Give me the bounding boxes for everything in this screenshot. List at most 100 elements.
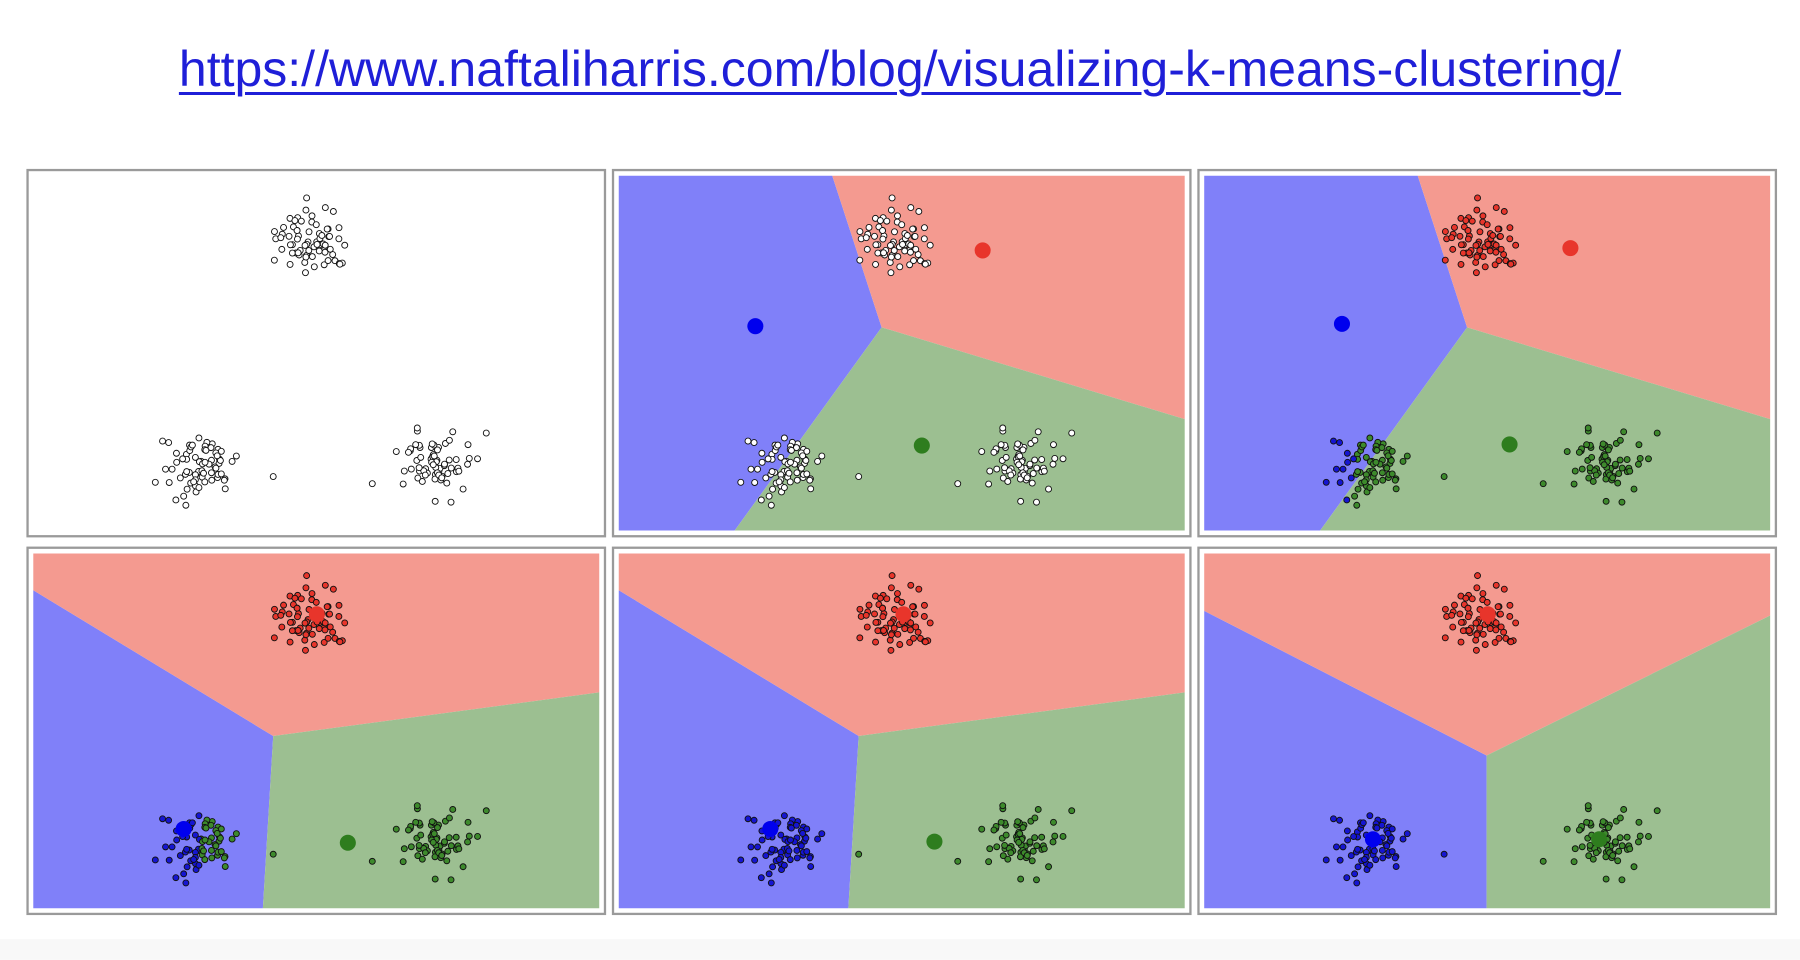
data-point [428,818,436,826]
data-point [459,485,467,493]
data-point [1441,634,1449,642]
data-point [1040,467,1048,475]
data-point [182,501,190,509]
kmeans-panel [1197,168,1778,538]
data-point [1495,257,1503,265]
data-point [898,598,906,606]
panel-frame [611,546,1192,916]
data-point [1347,474,1355,482]
data-point [765,492,773,500]
data-point [1464,227,1472,234]
data-point [1635,441,1643,449]
data-point [780,484,788,492]
data-point [1506,224,1514,232]
data-point [220,854,228,862]
data-point [297,595,305,603]
data-point [228,457,236,465]
data-point [1001,464,1009,472]
panel-background [26,168,607,538]
data-point [1497,245,1505,253]
data-point [1384,830,1392,837]
data-point [1472,269,1480,277]
centroid [1562,240,1579,257]
data-point [880,627,888,634]
data-point [1448,234,1456,242]
data-point [1615,847,1623,855]
data-point [1449,245,1457,253]
data-point [1575,448,1583,456]
data-point [887,619,894,627]
url-link[interactable]: https://www.naftaliharris.com/blog/visua… [178,41,1622,97]
data-point [188,441,196,449]
data-point [758,836,766,844]
voronoi-region [1204,175,1468,531]
data-point [765,870,773,878]
centroid [895,606,912,623]
data-point [368,480,376,488]
data-point [1391,476,1399,484]
data-point [1019,824,1027,832]
data-point [787,446,795,454]
data-point [879,227,886,234]
data-point [412,441,420,449]
data-point [954,857,962,865]
data-point [1630,485,1638,493]
data-point [1589,478,1597,485]
data-point [769,863,777,871]
data-point [321,241,329,249]
data-point [1563,825,1571,833]
data-point [1050,441,1057,449]
data-point [447,842,455,850]
data-point [1592,471,1600,479]
data-point [1372,856,1380,864]
data-point [400,467,408,475]
data-point [326,245,334,253]
data-point [1506,601,1514,609]
data-point [1451,601,1458,609]
data-point [1339,465,1347,473]
data-point [920,235,928,243]
data-point [302,584,310,592]
data-point [1391,854,1399,862]
data-point [856,256,864,264]
kmeans-panel [611,168,1192,538]
data-point [1586,841,1594,849]
data-point [1051,832,1059,840]
data-point [1016,830,1024,838]
data-point [302,206,310,214]
data-point [803,848,811,856]
kmeans-panel [26,546,607,916]
data-point [926,619,934,627]
data-point [277,234,285,242]
data-point [785,847,793,855]
data-point [1468,595,1476,603]
data-point [443,857,451,865]
data-point [1441,605,1449,613]
voronoi-region [1204,610,1487,909]
data-point [201,478,209,486]
data-point [417,831,425,839]
data-point [887,584,895,592]
data-point [891,228,898,236]
data-point [179,455,187,463]
data-point [324,634,332,642]
data-point [329,208,337,215]
data-point [286,241,294,249]
data-point [297,217,305,225]
data-point [1512,619,1520,627]
data-point [1379,854,1387,862]
kmeans-panel [26,168,607,538]
data-point [315,247,323,255]
data-point [1604,824,1612,832]
data-point [1614,479,1622,487]
data-point [751,479,759,486]
data-point [195,434,203,442]
data-point [1028,857,1036,865]
data-point [1653,807,1661,815]
data-point [754,843,761,851]
data-point [879,604,886,612]
data-point [787,836,794,844]
voronoi-region [1320,327,1771,531]
data-point [303,572,311,580]
data-point [323,225,331,233]
